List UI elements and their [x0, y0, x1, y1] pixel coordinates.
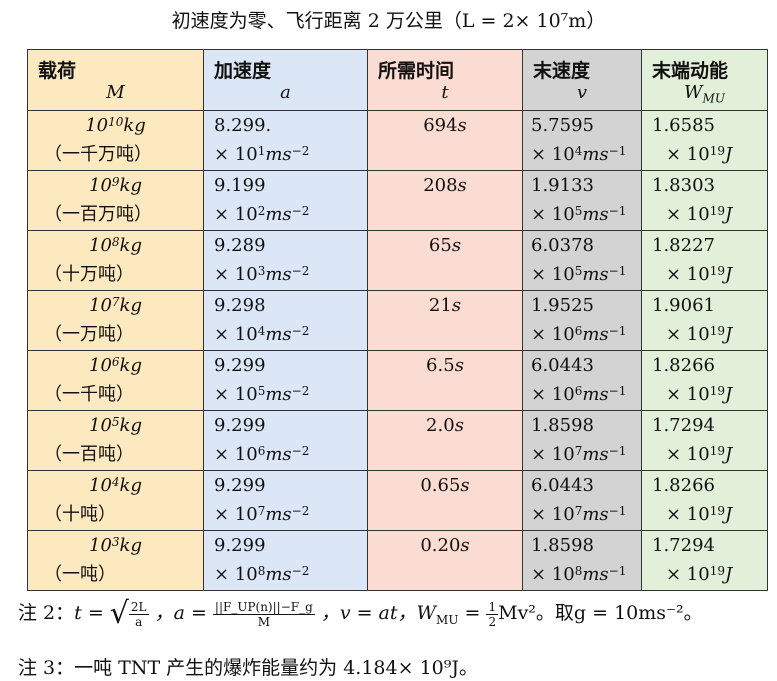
cell-acceleration: 9.299 × 108ms−2: [203, 530, 368, 591]
cell-velocity: 1.8598 × 108ms−1: [522, 530, 642, 591]
cell-time: 65s: [367, 230, 523, 291]
cell-acceleration: 8.299. × 101ms−2: [203, 110, 368, 171]
cell-velocity: 1.9525 × 106ms−1: [522, 290, 642, 351]
header-row: 载荷 M 加速度 a 所需时间 t 末速度 v 末端动能 WMU: [27, 49, 768, 111]
cell-time: 0.65s: [367, 470, 523, 531]
table-row: 108kg （十万吨） 9.289 × 103ms−2 65s 6.0378 × 105ms…: [27, 230, 768, 291]
cell-load: 105kg （一百吨）: [27, 410, 204, 471]
cell-time: 208s: [367, 170, 523, 231]
cell-time: 694s: [367, 110, 523, 171]
cell-load: 106kg （一千吨）: [27, 350, 204, 411]
cell-velocity: 5.7595 × 104ms−1: [522, 110, 642, 171]
table-title: 初速度为零、飞行距离 2 万公里（L = 2× 10⁷m）: [171, 10, 606, 32]
cell-energy: 1.6585 × 1019J: [641, 110, 768, 171]
cell-acceleration: 9.298 × 104ms−2: [203, 290, 368, 351]
cell-time: 21s: [367, 290, 523, 351]
cell-load: 104kg （十吨）: [27, 470, 204, 531]
cell-load: 1010kg （一千万吨）: [27, 110, 204, 171]
note-3: 注 3：一吨 TNT 产生的爆炸能量约为 4.184× 10⁹J。: [18, 657, 478, 679]
cell-energy: 1.8266 × 1019J: [641, 470, 768, 531]
cell-load: 107kg （一万吨）: [27, 290, 204, 351]
table-row: 109kg （一百万吨） 9.199 × 102ms−2 208s 1.9133 × 105…: [27, 170, 768, 231]
cell-acceleration: 9.299 × 105ms−2: [203, 350, 368, 411]
cell-acceleration: 9.299 × 107ms−2: [203, 470, 368, 531]
cell-time: 2.0s: [367, 410, 523, 471]
header-energy: 末端动能 WMU: [641, 49, 768, 111]
cell-time: 6.5s: [367, 350, 523, 411]
header-load: 载荷 M: [27, 49, 204, 111]
data-table: 载荷 M 加速度 a 所需时间 t 末速度 v 末端动能 WMU 1010kg （一千万吨）…: [27, 49, 768, 591]
cell-velocity: 6.0443 × 106ms−1: [522, 350, 642, 411]
cell-velocity: 1.8598 × 107ms−1: [522, 410, 642, 471]
cell-load: 108kg （十万吨）: [27, 230, 204, 291]
cell-load: 103kg （一吨）: [27, 530, 204, 591]
cell-velocity: 1.9133 × 105ms−1: [522, 170, 642, 231]
cell-energy: 1.7294 × 1019J: [641, 410, 768, 471]
cell-time: 0.20s: [367, 530, 523, 591]
cell-load: 109kg （一百万吨）: [27, 170, 204, 231]
cell-acceleration: 9.199 × 102ms−2: [203, 170, 368, 231]
table-row: 105kg （一百吨） 9.299 × 106ms−2 2.0s 1.8598 × 107m…: [27, 410, 768, 471]
table-row: 103kg （一吨） 9.299 × 108ms−2 0.20s 1.8598 × 108m…: [27, 530, 768, 591]
cell-velocity: 6.0443 × 107ms−1: [522, 470, 642, 531]
note-2: 注 2：t = √ 2L a ，a = ||F_UP(n)||−F_g M ，v = …: [18, 596, 703, 631]
cell-energy: 1.8303 × 1019J: [641, 170, 768, 231]
cell-energy: 1.7294 × 1019J: [641, 530, 768, 591]
table-row: 1010kg （一千万吨） 8.299. × 101ms−2 694s 5.7595 × 1…: [27, 110, 768, 171]
sqrt-symbol: √: [109, 596, 129, 631]
cell-acceleration: 9.289 × 103ms−2: [203, 230, 368, 291]
cell-energy: 1.8227 × 1019J: [641, 230, 768, 291]
header-acceleration: 加速度 a: [203, 49, 368, 111]
cell-acceleration: 9.299 × 106ms−2: [203, 410, 368, 471]
cell-energy: 1.9061 × 1019J: [641, 290, 768, 351]
table-row: 107kg （一万吨） 9.298 × 104ms−2 21s 1.9525 × 106ms…: [27, 290, 768, 351]
table-row: 106kg （一千吨） 9.299 × 105ms−2 6.5s 6.0443 × 106m…: [27, 350, 768, 411]
cell-velocity: 6.0378 × 105ms−1: [522, 230, 642, 291]
table-row: 104kg （十吨） 9.299 × 107ms−2 0.65s 6.0443 × 107m…: [27, 470, 768, 531]
header-velocity: 末速度 v: [522, 49, 642, 111]
cell-energy: 1.8266 × 1019J: [641, 350, 768, 411]
header-time: 所需时间 t: [367, 49, 523, 111]
